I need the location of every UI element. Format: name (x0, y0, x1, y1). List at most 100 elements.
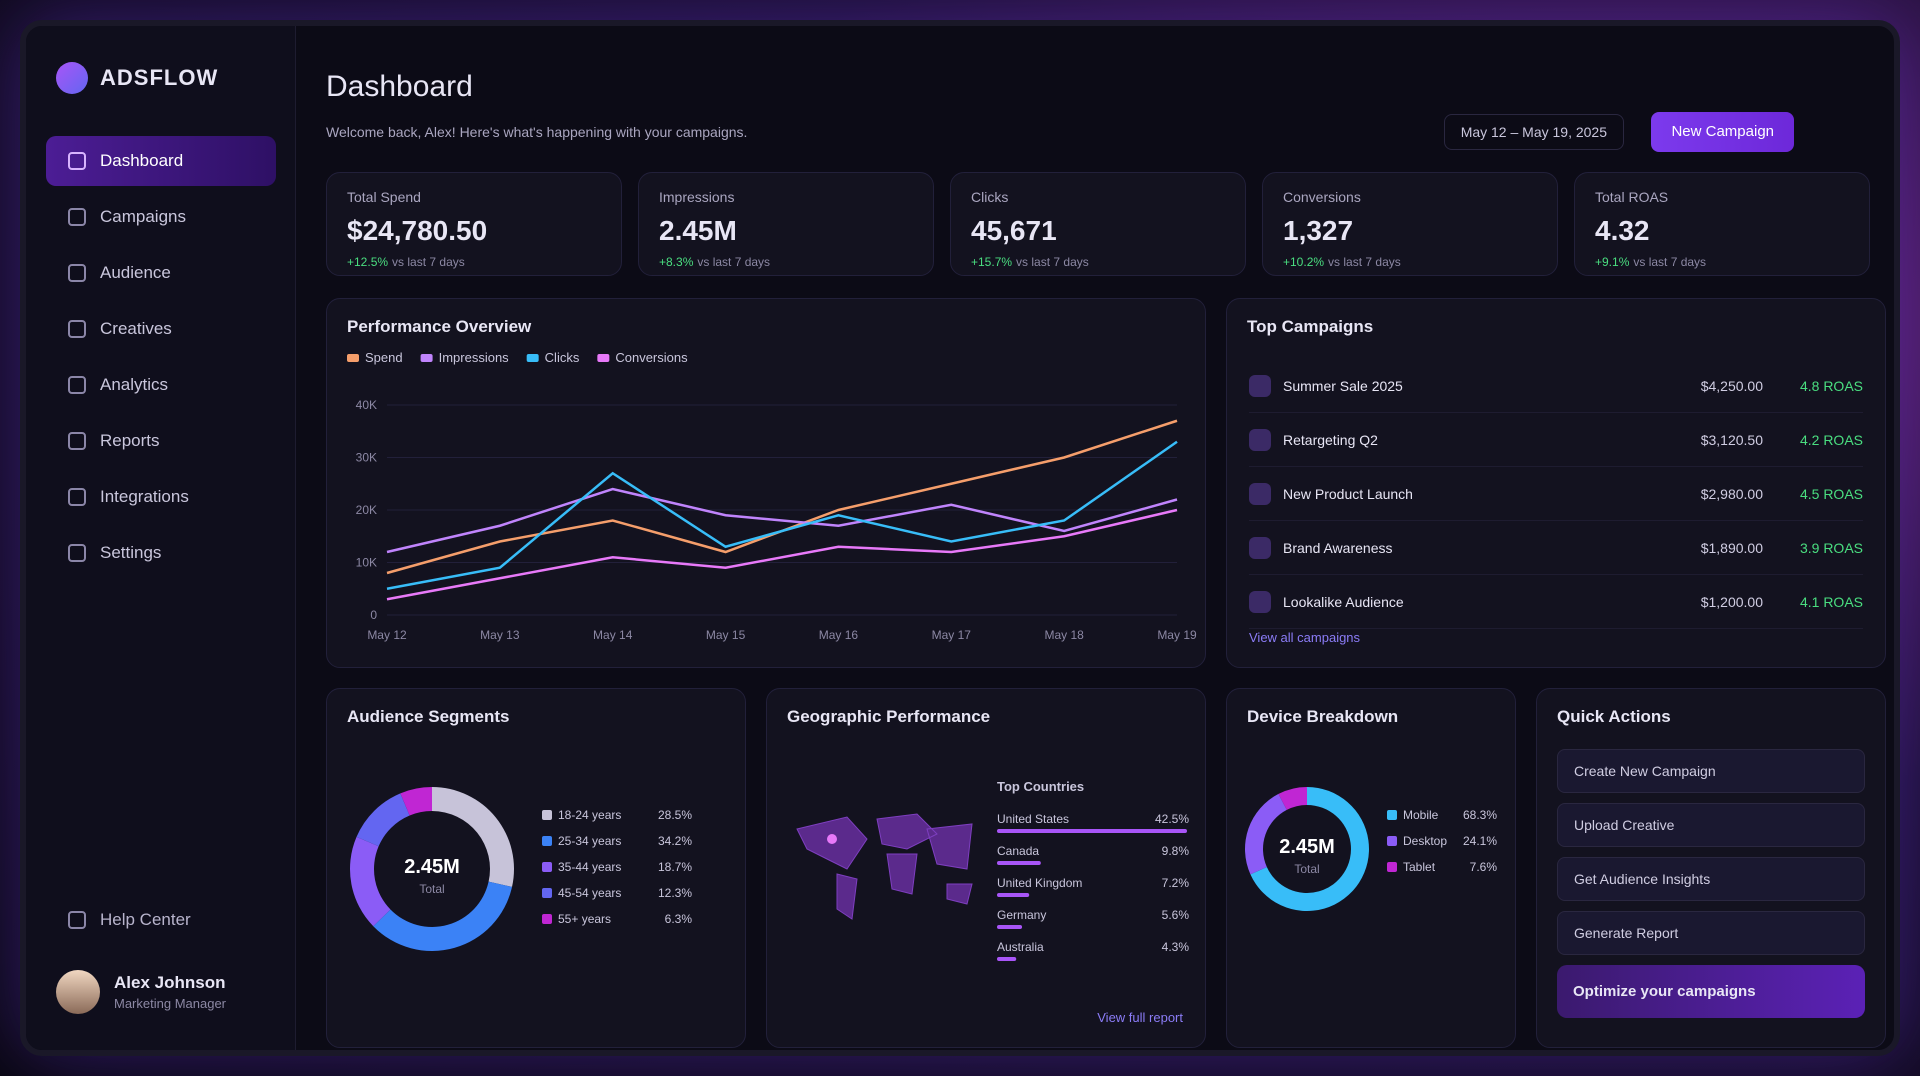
legend-label: 35-44 years (558, 860, 621, 874)
kpi-change: +8.3% (659, 255, 694, 269)
kpi-value: 4.32 (1595, 215, 1650, 246)
donut-segment (373, 881, 513, 951)
user[interactable]: Alex Johnson Marketing Manager (56, 970, 226, 1014)
card-title: Device Breakdown (1247, 707, 1399, 726)
y-tick-label: 30K (356, 451, 377, 465)
kpi-card: Conversions 1,327 +10.2% vs last 7 days (1262, 172, 1558, 276)
kpi-label: Total Spend (347, 189, 421, 205)
page-title: Dashboard (326, 70, 473, 103)
avatar (56, 970, 100, 1014)
kpi-value: $24,780.50 (347, 215, 488, 246)
nav-label: Campaigns (100, 207, 186, 226)
legend-swatch (1387, 862, 1397, 872)
campaign-roas: 3.9 ROAS (1799, 539, 1863, 556)
donut-chart: 18-24 years 28.5% 25-34 years 34.2% 35-44 ye… (350, 787, 692, 951)
kpi-value: 45,671 (971, 215, 1057, 246)
legend-item[interactable]: Impressions (420, 350, 510, 365)
legend-value: 28.5% (658, 808, 692, 822)
nav-item[interactable]: Creatives (46, 304, 276, 354)
nav-item[interactable]: Audience (46, 248, 276, 298)
donut-segment (400, 787, 432, 816)
country-name: Germany (997, 908, 1046, 922)
quick-action[interactable]: Generate Report (1557, 911, 1865, 955)
nav-label: Audience (100, 263, 171, 282)
date-range[interactable]: May 12 – May 19, 2025 (1443, 114, 1624, 150)
legend-value: 24.1% (1463, 834, 1497, 848)
quick-action[interactable]: Create New Campaign (1557, 749, 1865, 793)
new-campaign-button[interactable]: New Campaign (1651, 112, 1794, 152)
kpi-change: +15.7% (971, 255, 1013, 269)
help-center[interactable]: Help Center (68, 910, 191, 930)
kpi-label: Conversions (1283, 189, 1361, 205)
nav-icon (68, 544, 86, 562)
campaign-row[interactable]: New Product Launch $2,980.00 4.5 ROAS (1249, 467, 1863, 521)
line-chart: Spend Impressions Clicks Conversions 0 10K 20K… (347, 350, 1197, 642)
sidebar: ADSFLOW Dashboard Campaigns Audience Creati… (26, 26, 296, 1050)
nav-item[interactable]: Reports (46, 416, 276, 466)
campaign-name-cell: Retargeting Q2 (1249, 428, 1653, 451)
campaign-spend: $2,980.00 (1700, 485, 1763, 502)
quick-action[interactable]: Get Audience Insights (1557, 857, 1865, 901)
promo-banner[interactable]: Optimize your campaigns (1557, 965, 1865, 1018)
campaign-icon (1249, 590, 1271, 613)
donut-chart: Mobile 68.3% Desktop 24.1% Tablet 7.6% 2.45M To… (1245, 787, 1497, 911)
legend-swatch (542, 888, 552, 898)
campaign-roas: 4.2 ROAS (1799, 431, 1863, 448)
campaign-row[interactable]: Brand Awareness $1,890.00 3.9 ROAS (1249, 521, 1863, 575)
view-report-link[interactable]: View full report (1097, 1010, 1183, 1025)
kpi-change-row: +10.2% vs last 7 days (1283, 255, 1537, 269)
campaign-row[interactable]: Lookalike Audience $1,200.00 4.1 ROAS (1249, 575, 1863, 629)
world-map (796, 813, 973, 920)
kpi-change-row: +15.7% vs last 7 days (971, 255, 1225, 269)
legend-item[interactable]: Spend (347, 350, 403, 365)
country-bar (997, 893, 1030, 897)
nav-item[interactable]: Campaigns (46, 192, 276, 242)
campaign-icon (1249, 536, 1271, 559)
legend-label: Clicks (545, 350, 580, 365)
x-tick-label: May 13 (480, 628, 520, 642)
campaign-row[interactable]: Retargeting Q2 $3,120.50 4.2 ROAS (1249, 413, 1863, 467)
campaign-spend: $3,120.50 (1700, 431, 1763, 448)
series-line (386, 508, 1178, 601)
campaign-list: Summer Sale 2025 $4,250.00 4.8 ROAS Retarge… (1249, 359, 1863, 629)
donut-segment (350, 836, 391, 927)
kpi-card: Total ROAS 4.32 +9.1% vs last 7 days (1574, 172, 1870, 276)
logo (56, 62, 88, 94)
nav-item[interactable]: Integrations (46, 472, 276, 522)
screen: ADSFLOW Dashboard Campaigns Audience Creati… (20, 20, 1900, 1056)
list-title: Top Countries (997, 779, 1085, 794)
campaign-spend: $4,250.00 (1700, 377, 1763, 394)
brand[interactable]: ADSFLOW (56, 62, 218, 94)
user-name: Alex Johnson (114, 973, 226, 992)
card-title: Quick Actions (1557, 707, 1671, 726)
x-tick-label: May 17 (932, 628, 972, 642)
nav-icon (68, 376, 86, 394)
legend-item[interactable]: Conversions (597, 350, 688, 365)
kpi-period: vs last 7 days (392, 255, 465, 269)
quick-action[interactable]: Upload Creative (1557, 803, 1865, 847)
nav-item[interactable]: Settings (46, 528, 276, 578)
legend-label: Impressions (439, 350, 510, 365)
kpi-period: vs last 7 days (1633, 255, 1707, 269)
main: Dashboard Welcome back, Alex! Here's wha… (316, 26, 1894, 1050)
nav-item[interactable]: Dashboard (46, 136, 276, 186)
campaign-icon (1249, 374, 1271, 397)
nav-icon (68, 152, 86, 170)
legend-label: Spend (365, 350, 403, 365)
card-title: Audience Segments (347, 707, 510, 726)
nav-icon (68, 432, 86, 450)
x-tick-label: May 12 (367, 628, 407, 642)
legend-swatch (542, 810, 552, 820)
campaign-name: New Product Launch (1283, 485, 1413, 502)
country-bar (997, 829, 1187, 833)
campaign-row[interactable]: Summer Sale 2025 $4,250.00 4.8 ROAS (1249, 359, 1863, 413)
legend-item[interactable]: Clicks (526, 350, 580, 365)
x-tick-label: May 14 (593, 628, 633, 642)
device-card: Device Breakdown Mobile 68.3% Desktop 24.1%… (1226, 688, 1516, 1048)
y-tick-label: 0 (370, 608, 377, 622)
nav-item[interactable]: Analytics (46, 360, 276, 410)
view-all-link[interactable]: View all campaigns (1249, 630, 1361, 645)
brand-name: ADSFLOW (100, 65, 219, 90)
donut-segment (1245, 793, 1287, 875)
